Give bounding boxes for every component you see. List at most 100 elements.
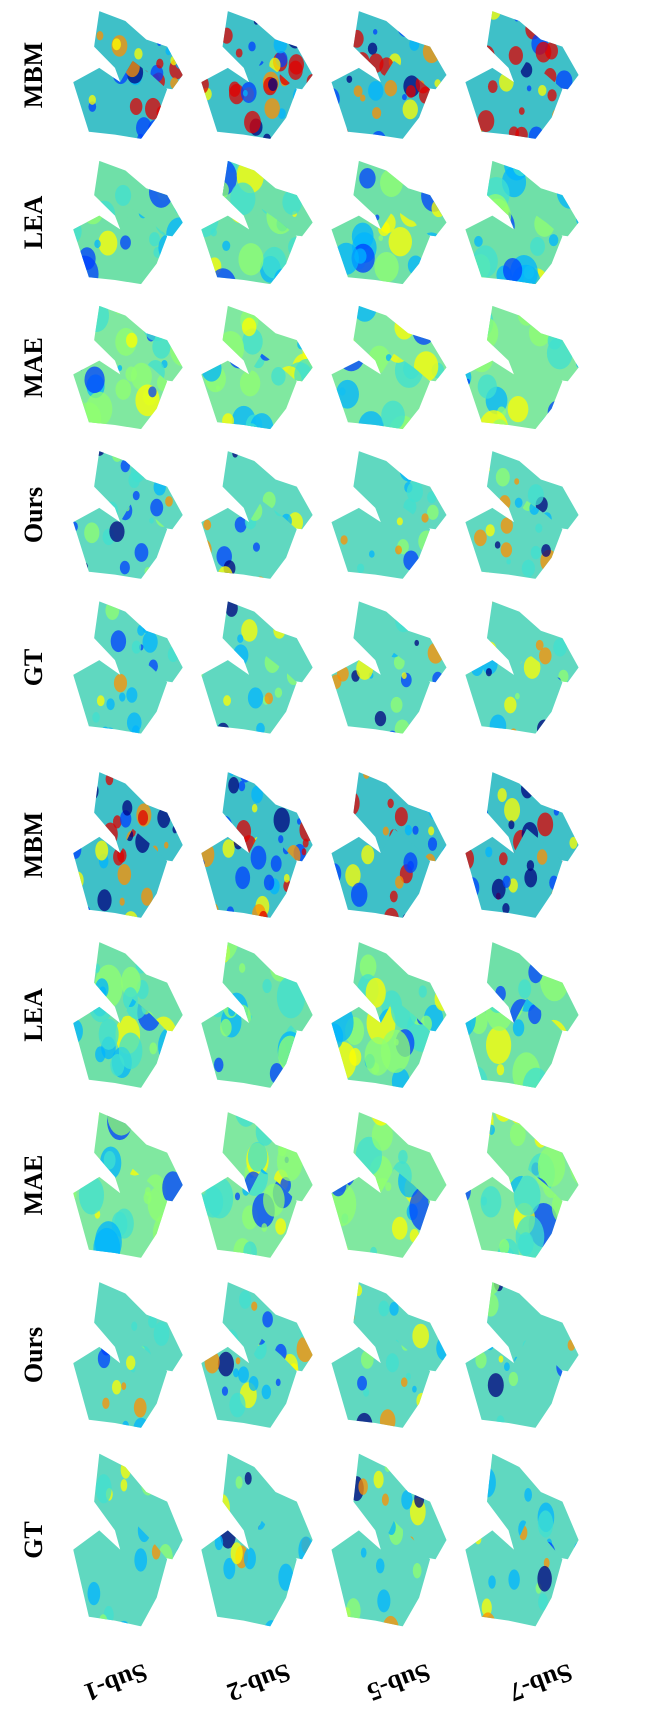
activation-blob <box>467 471 479 487</box>
activation-blob <box>370 1247 377 1257</box>
activation-blob <box>462 721 470 732</box>
activation-blob <box>162 1105 189 1146</box>
activation-blob <box>85 134 96 149</box>
activation-blob <box>228 1005 235 1016</box>
activation-blob <box>572 594 577 600</box>
activation-blob <box>288 565 292 571</box>
activation-blob <box>464 797 473 810</box>
activation-blob <box>183 660 192 672</box>
activation-blob <box>474 762 486 780</box>
activation-blob <box>214 1494 230 1523</box>
activation-blob <box>534 464 542 475</box>
activation-blob <box>75 342 86 357</box>
activation-blob <box>462 1462 475 1485</box>
activation-blob <box>551 888 561 903</box>
activation-blob <box>165 496 173 507</box>
activation-blob <box>154 453 163 465</box>
activation-blob <box>263 1620 279 1650</box>
activation-blob <box>197 1619 213 1649</box>
activation-blob <box>243 1622 249 1632</box>
activation-blob <box>497 1064 505 1075</box>
activation-blob <box>203 175 224 202</box>
activation-blob <box>68 1615 80 1637</box>
activation-blob <box>578 28 586 38</box>
activation-blob <box>107 1265 119 1284</box>
activation-blob <box>501 542 512 557</box>
activation-blob <box>159 1060 176 1087</box>
activation-blob <box>70 255 79 267</box>
activation-blob <box>97 1620 104 1633</box>
activation-blob <box>383 827 389 836</box>
activation-blob <box>364 133 378 151</box>
activation-blob <box>71 1456 83 1479</box>
activation-blob <box>417 1470 422 1479</box>
activation-blob <box>421 1297 437 1321</box>
activation-blob <box>504 798 520 822</box>
activation-blob <box>540 773 547 783</box>
activation-blob <box>196 498 204 509</box>
activation-blob <box>300 1285 305 1293</box>
activation-blob <box>64 759 76 777</box>
activation-blob <box>208 903 218 919</box>
activation-blob <box>181 1015 194 1035</box>
activation-blob <box>550 1234 569 1262</box>
brain-map <box>188 916 327 1103</box>
activation-blob <box>406 85 416 98</box>
activation-blob <box>148 386 156 397</box>
activation-blob <box>177 698 184 708</box>
activation-blob <box>217 441 223 449</box>
activation-blob <box>198 32 205 41</box>
activation-blob <box>430 1274 437 1285</box>
activation-blob <box>291 267 310 292</box>
activation-blob <box>84 1426 90 1436</box>
activation-blob <box>434 0 450 18</box>
activation-blob <box>73 1603 87 1628</box>
activation-blob <box>66 1255 79 1276</box>
activation-blob <box>291 925 312 958</box>
activation-blob <box>531 546 541 559</box>
activation-blob <box>539 413 568 450</box>
activation-blob <box>552 1601 565 1625</box>
activation-blob <box>374 252 398 282</box>
activation-blob <box>305 184 326 211</box>
activation-blob <box>567 866 579 884</box>
activation-blob <box>571 883 579 894</box>
activation-blob <box>533 0 544 14</box>
activation-blob <box>555 158 565 171</box>
activation-blob <box>435 577 446 591</box>
activation-blob <box>324 701 331 710</box>
activation-blob <box>405 131 421 152</box>
activation-blob <box>74 292 85 307</box>
activation-blob <box>295 394 308 411</box>
activation-blob <box>381 401 405 431</box>
activation-blob <box>499 1355 504 1362</box>
activation-blob <box>119 1032 143 1069</box>
activation-blob <box>281 415 301 441</box>
activation-blob <box>325 1092 345 1121</box>
activation-blob <box>134 1548 147 1571</box>
activation-blob <box>568 1595 579 1615</box>
activation-blob <box>196 814 210 836</box>
activation-blob <box>542 1279 553 1295</box>
activation-blob <box>359 168 375 189</box>
activation-blob <box>496 1415 504 1427</box>
activation-blob <box>298 861 315 887</box>
activation-blob <box>423 429 430 437</box>
activation-blob <box>151 932 174 967</box>
activation-blob <box>556 1215 567 1231</box>
activation-blob <box>120 898 125 906</box>
activation-blob <box>135 543 149 562</box>
activation-blob <box>283 16 291 27</box>
activation-blob <box>68 1019 83 1043</box>
activation-blob <box>573 598 586 616</box>
activation-blob <box>571 1136 595 1173</box>
activation-blob <box>309 201 313 206</box>
activation-blob <box>182 27 194 43</box>
activation-blob <box>68 395 80 411</box>
activation-blob <box>242 318 256 337</box>
brain-map <box>63 928 195 1102</box>
activation-blob <box>197 610 203 619</box>
activation-blob <box>125 158 130 165</box>
activation-blob <box>553 1309 559 1318</box>
brain-map <box>450 1090 596 1280</box>
